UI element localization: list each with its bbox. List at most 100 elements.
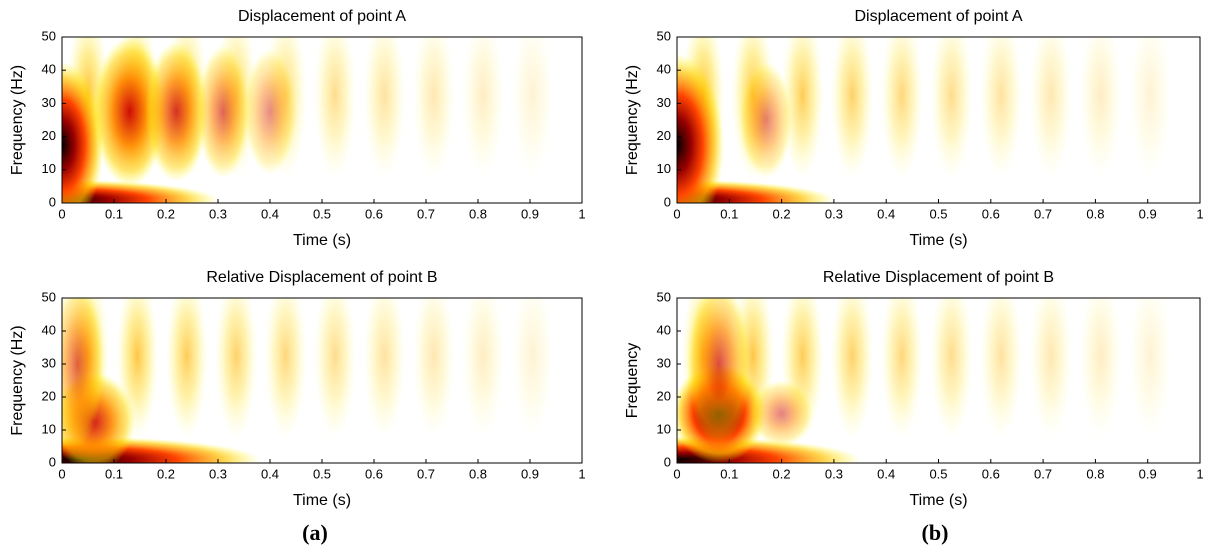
x-tick-label: 0.1 xyxy=(720,466,738,481)
heatmap-band xyxy=(980,37,1023,179)
x-tick-label: 0.2 xyxy=(773,206,791,221)
heatmap xyxy=(62,298,582,463)
y-axis-label: Frequency xyxy=(624,343,641,419)
heatmap-band xyxy=(462,298,504,439)
x-tick-label: 0.9 xyxy=(521,466,539,481)
chart-title: Displacement of point A xyxy=(854,8,1022,25)
heatmap-blob xyxy=(739,61,793,179)
x-tick-label: 0.6 xyxy=(365,206,383,221)
y-tick-label: 50 xyxy=(42,289,56,304)
y-tick-label: 30 xyxy=(42,355,56,370)
x-axis-label: Time (s) xyxy=(293,492,351,509)
y-tick-label: 40 xyxy=(657,322,671,337)
heatmap-band xyxy=(166,298,208,439)
heatmap-band xyxy=(363,37,406,179)
x-tick-label: 0.8 xyxy=(1086,466,1104,481)
x-tick-label: 0.7 xyxy=(1034,466,1052,481)
x-tick-label: 0.5 xyxy=(929,206,947,221)
heatmap-band xyxy=(363,298,406,439)
heatmap-band xyxy=(831,298,874,439)
chart-title: Displacement of point A xyxy=(238,8,406,25)
y-tick-label: 40 xyxy=(657,62,671,77)
x-tick-label: 1 xyxy=(578,206,585,221)
x-tick-label: 0.2 xyxy=(157,466,175,481)
heatmap-blob xyxy=(62,179,218,203)
x-axis-label: Time (s) xyxy=(293,232,351,249)
x-tick-label: 0.2 xyxy=(773,466,791,481)
x-tick-label: 0.1 xyxy=(105,466,123,481)
heatmap-band xyxy=(930,298,973,439)
heatmap-band xyxy=(1030,37,1072,179)
heatmap-blob xyxy=(93,37,166,187)
heatmap-band xyxy=(880,37,923,179)
x-axis-label: Time (s) xyxy=(909,492,967,509)
heatmap-band xyxy=(314,37,356,179)
heatmap-band xyxy=(511,298,554,439)
y-tick-label: 40 xyxy=(42,62,56,77)
y-axis-label: Frequency (Hz) xyxy=(9,65,26,175)
y-tick-label: 10 xyxy=(657,161,671,176)
x-tick-label: 0.1 xyxy=(720,206,738,221)
heatmap-band xyxy=(880,298,923,439)
x-tick-label: 0.9 xyxy=(1139,466,1157,481)
x-tick-label: 0.8 xyxy=(469,466,487,481)
x-axis-label: Time (s) xyxy=(909,232,967,249)
heatmap-band xyxy=(413,298,455,439)
y-tick-label: 50 xyxy=(42,28,56,43)
x-tick-label: 0 xyxy=(58,466,65,481)
heatmap-blob xyxy=(197,45,250,179)
x-tick-label: 0.5 xyxy=(313,466,331,481)
heatmap-band xyxy=(264,298,307,439)
x-tick-label: 0.3 xyxy=(825,206,843,221)
heatmap-blob xyxy=(687,298,751,447)
x-tick-label: 0 xyxy=(673,206,680,221)
x-tick-label: 0.9 xyxy=(1139,206,1157,221)
y-tick-label: 20 xyxy=(42,388,56,403)
y-tick-label: 0 xyxy=(49,454,56,469)
y-axis-label: Frequency (Hz) xyxy=(624,65,641,175)
y-tick-label: 20 xyxy=(657,128,671,143)
heatmap-band xyxy=(1079,298,1122,439)
heatmap-band xyxy=(1030,298,1072,439)
x-tick-label: 0.4 xyxy=(877,206,895,221)
heatmap-band xyxy=(980,298,1023,439)
y-tick-label: 30 xyxy=(657,355,671,370)
heatmap xyxy=(677,298,1200,463)
x-tick-label: 0.6 xyxy=(365,466,383,481)
x-tick-label: 0.5 xyxy=(929,466,947,481)
x-tick-label: 1 xyxy=(1196,466,1203,481)
x-tick-label: 0 xyxy=(673,466,680,481)
x-tick-label: 0.3 xyxy=(209,466,227,481)
y-tick-label: 0 xyxy=(664,194,671,209)
x-tick-label: 0.3 xyxy=(825,466,843,481)
y-tick-label: 30 xyxy=(42,95,56,110)
chart-title: Relative Displacement of point B xyxy=(206,269,437,286)
x-tick-label: 0.1 xyxy=(105,206,123,221)
y-tick-label: 10 xyxy=(42,161,56,176)
y-tick-label: 20 xyxy=(657,388,671,403)
y-tick-label: 0 xyxy=(664,454,671,469)
x-tick-label: 0.7 xyxy=(417,466,435,481)
x-tick-label: 0.7 xyxy=(1034,206,1052,221)
y-tick-label: 30 xyxy=(657,95,671,110)
heatmap-band xyxy=(413,37,455,179)
y-tick-label: 10 xyxy=(42,421,56,436)
heatmap-band xyxy=(930,37,973,179)
x-tick-label: 0.8 xyxy=(469,206,487,221)
x-tick-label: 0.6 xyxy=(982,466,1000,481)
x-tick-label: 0.3 xyxy=(209,206,227,221)
x-tick-label: 0.7 xyxy=(417,206,435,221)
x-tick-label: 0.5 xyxy=(313,206,331,221)
x-tick-label: 0.4 xyxy=(261,466,279,481)
heatmap-band xyxy=(781,37,824,179)
heatmap-band xyxy=(1129,37,1172,179)
x-tick-label: 0.4 xyxy=(877,466,895,481)
heatmap-blob xyxy=(677,53,725,203)
heatmap xyxy=(62,37,582,203)
x-tick-label: 1 xyxy=(578,466,585,481)
heatmap-band xyxy=(314,298,356,439)
heatmap-band xyxy=(1079,37,1122,179)
heatmap-blob xyxy=(62,298,104,447)
y-tick-label: 50 xyxy=(657,28,671,43)
